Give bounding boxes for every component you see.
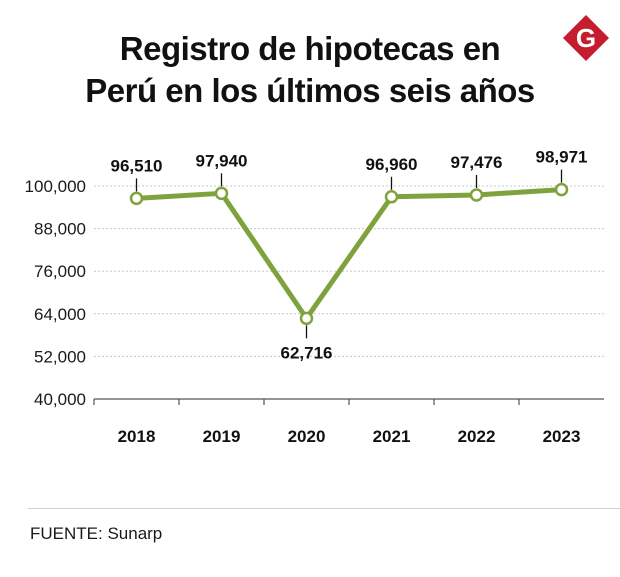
data-point-2020 bbox=[299, 311, 314, 326]
x-tick-label-2022: 2022 bbox=[458, 427, 496, 446]
footer-divider bbox=[28, 508, 620, 509]
data-label-2022: 97,476 bbox=[451, 153, 503, 172]
x-tick-label-2020: 2020 bbox=[288, 427, 326, 446]
data-point-2019 bbox=[214, 186, 229, 201]
y-tick-label: 76,000 bbox=[34, 262, 86, 281]
x-tick-label-2019: 2019 bbox=[203, 427, 241, 446]
data-point-2021 bbox=[384, 190, 399, 204]
x-tick-label-2021: 2021 bbox=[373, 427, 411, 446]
data-point-2018 bbox=[129, 191, 144, 206]
x-tick-label-2018: 2018 bbox=[118, 427, 156, 446]
chart-title: Registro de hipotecas en Perú en los últ… bbox=[0, 28, 620, 112]
data-label-2020: 62,716 bbox=[281, 343, 333, 362]
y-tick-label: 52,000 bbox=[34, 347, 86, 366]
data-label-2019: 97,940 bbox=[196, 151, 248, 170]
data-label-2023: 98,971 bbox=[536, 148, 588, 167]
data-label-2021: 96,960 bbox=[366, 155, 418, 174]
series-line-hipotecas bbox=[134, 187, 564, 321]
logo-diamond bbox=[563, 15, 609, 61]
brand-g-logo-icon: G bbox=[563, 15, 609, 61]
line-chart: 40,000 52,000 64,000 76,000 88,000 100,000 201… bbox=[25, 148, 604, 446]
y-tick-label: 88,000 bbox=[34, 220, 86, 239]
data-point-2023 bbox=[554, 182, 569, 197]
y-tick-label: 100,000 bbox=[25, 177, 86, 196]
data-label-2018: 96,510 bbox=[111, 156, 163, 175]
data-point-2022 bbox=[469, 188, 484, 202]
chart-title-line-1: Registro de hipotecas en bbox=[119, 30, 501, 67]
source-note: FUENTE: Sunarp bbox=[30, 524, 163, 543]
logo-letter: G bbox=[576, 23, 596, 53]
y-tick-label: 40,000 bbox=[34, 390, 86, 409]
x-tick-label-2023: 2023 bbox=[543, 427, 581, 446]
chart-title-line-2: Perú en los últimos seis años bbox=[85, 72, 535, 109]
y-tick-label: 64,000 bbox=[34, 305, 86, 324]
